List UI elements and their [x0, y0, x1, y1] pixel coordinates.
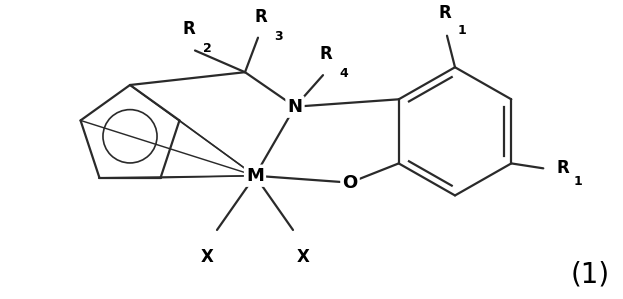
Text: R: R — [183, 20, 196, 38]
Text: (1): (1) — [571, 260, 609, 288]
Text: 1: 1 — [573, 175, 582, 188]
Text: M: M — [246, 167, 264, 185]
Text: 4: 4 — [339, 67, 348, 80]
Text: 2: 2 — [203, 42, 212, 55]
Text: R: R — [320, 45, 333, 63]
Text: 1: 1 — [458, 24, 467, 37]
Text: O: O — [343, 174, 358, 192]
Text: X: X — [297, 248, 310, 266]
Text: X: X — [201, 248, 214, 266]
Text: 3: 3 — [274, 30, 283, 43]
Text: R: R — [439, 4, 452, 22]
Text: N: N — [287, 98, 303, 116]
Text: R: R — [556, 159, 569, 177]
Text: R: R — [255, 8, 267, 26]
